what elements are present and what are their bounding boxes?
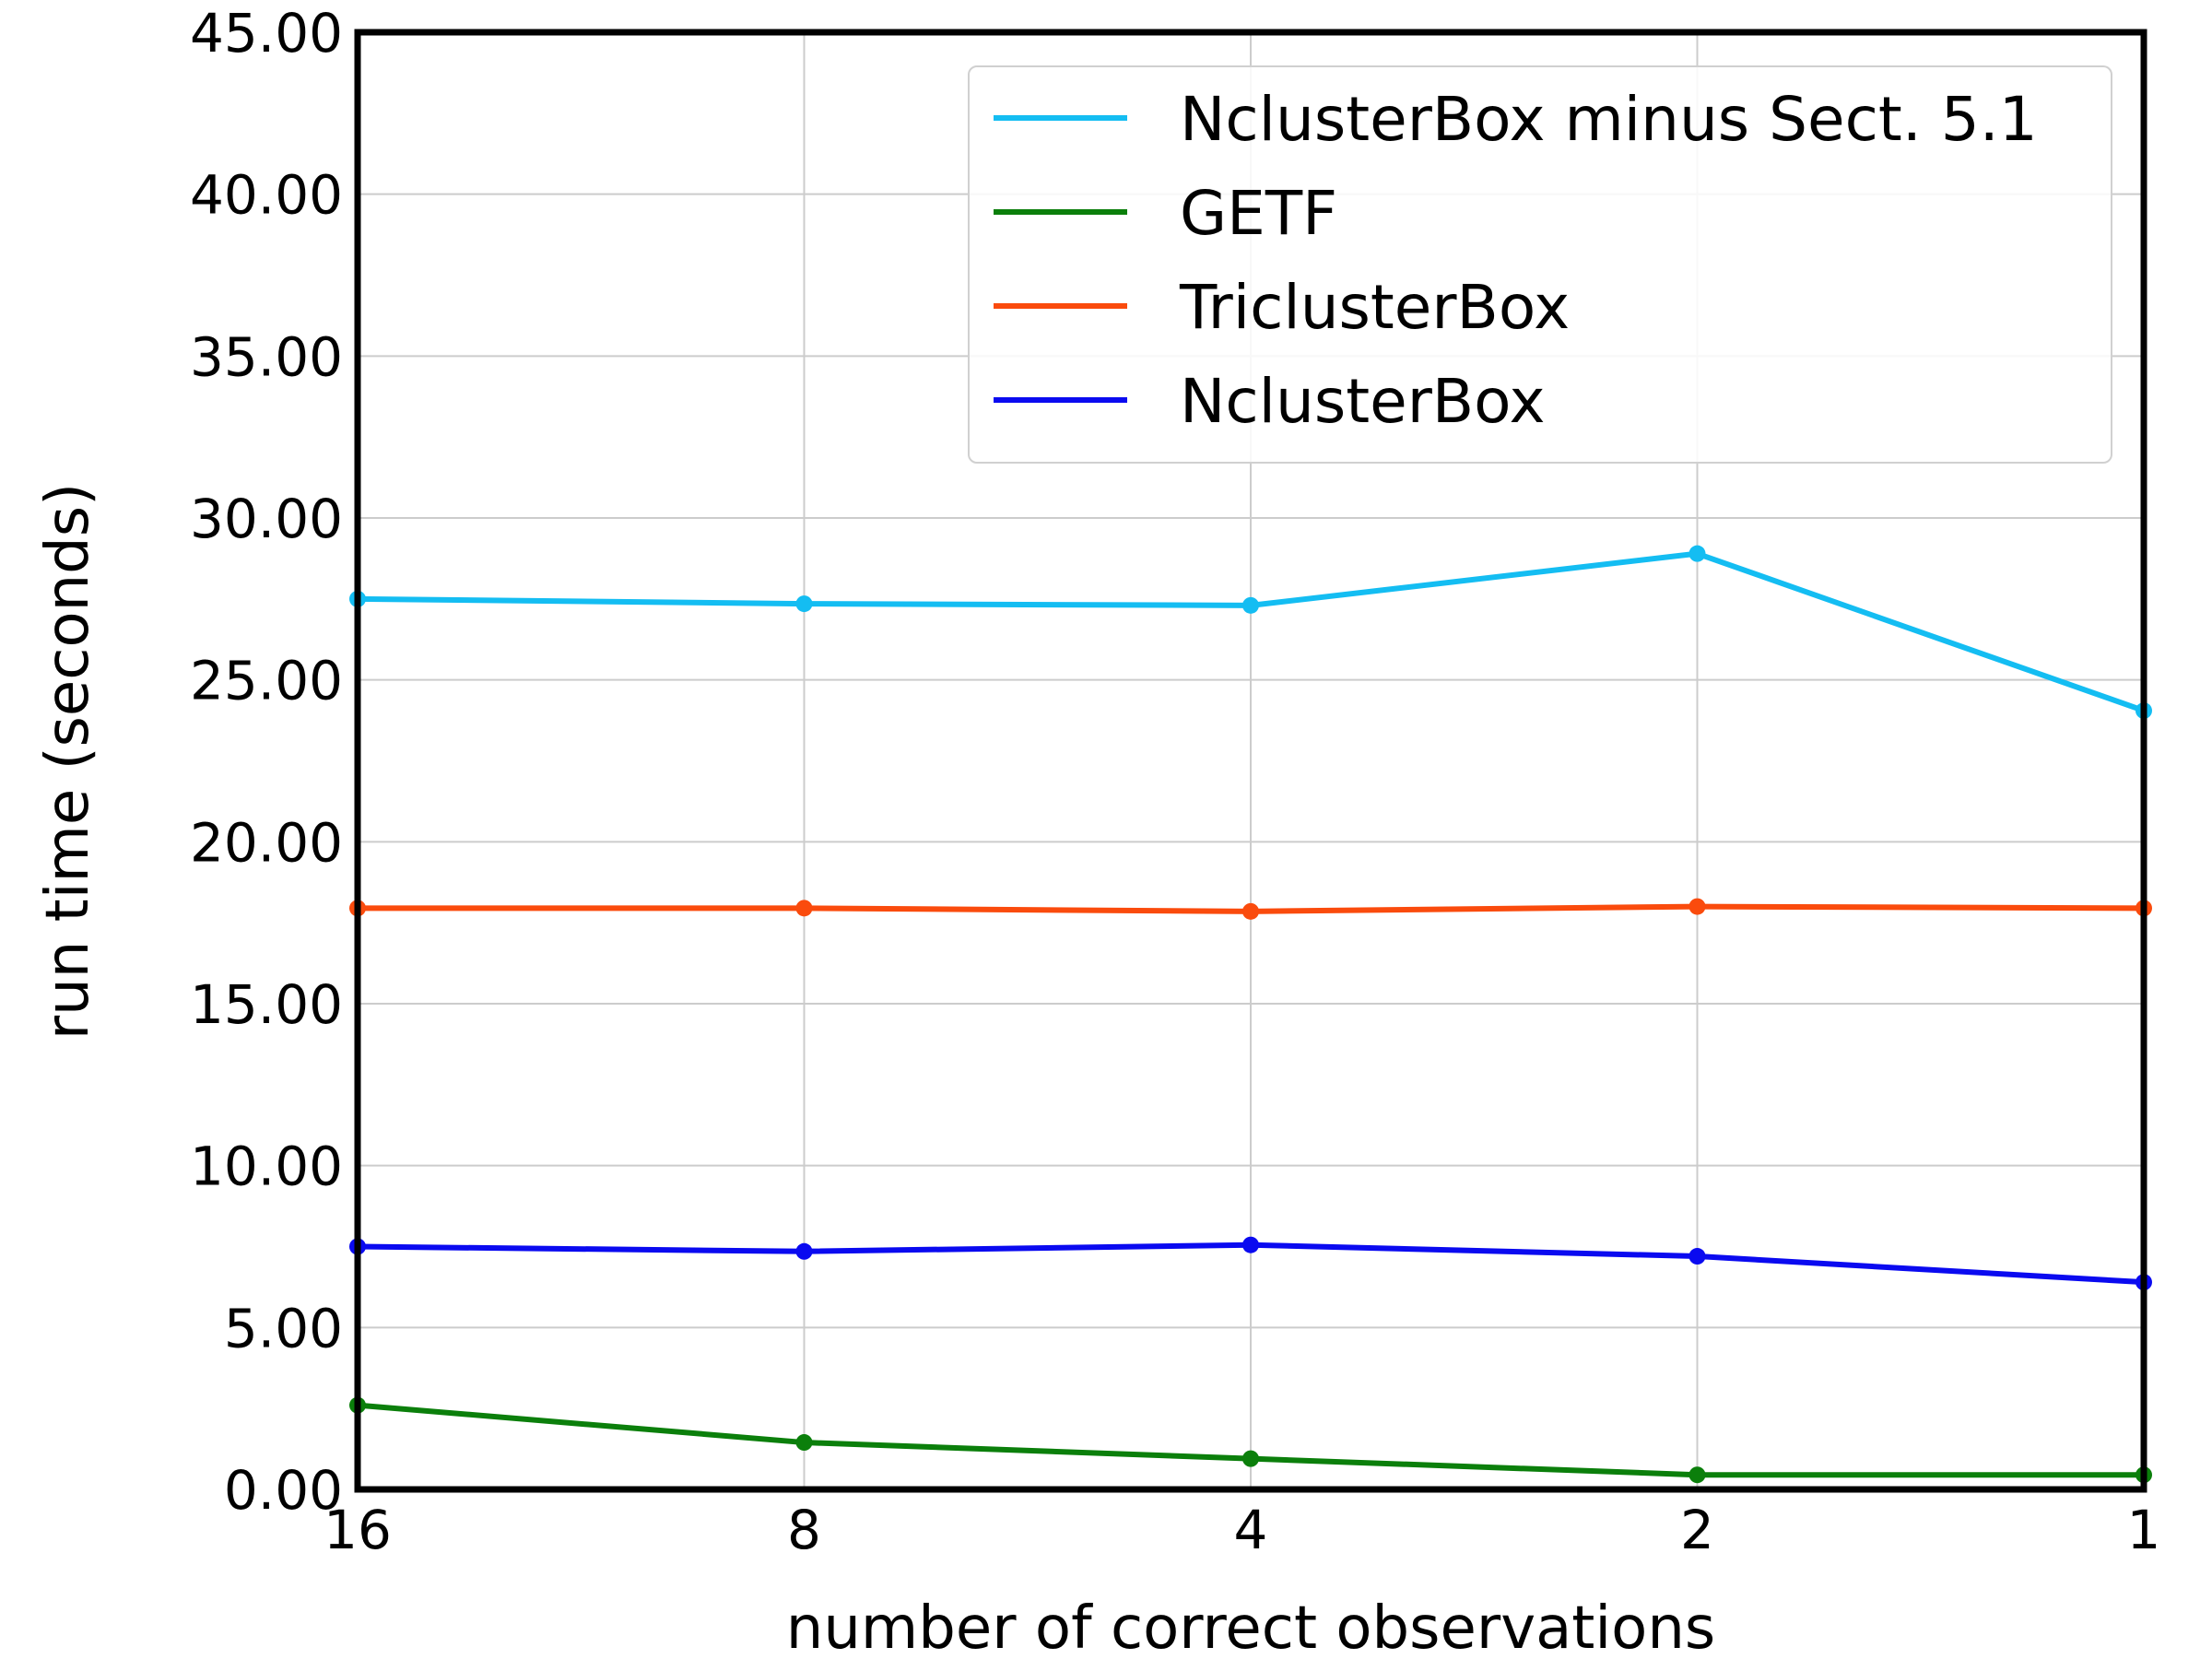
x-tick-label: 2: [1680, 1499, 1714, 1561]
y-tick-label: 5.00: [224, 1297, 343, 1359]
y-tick-label: 35.00: [190, 325, 343, 388]
y-tick-label: 40.00: [190, 164, 343, 227]
data-point: [1688, 1248, 1706, 1265]
y-tick-label: 0.00: [224, 1459, 343, 1522]
legend: NclusterBox minus Sect. 5.1 GETF Tricluste…: [968, 65, 2112, 464]
legend-label: GETF: [1180, 178, 1337, 249]
series: [349, 1396, 2152, 1484]
y-tick-label: 30.00: [190, 488, 343, 550]
legend-label: TriclusterBox: [1179, 272, 1570, 343]
data-point: [1688, 545, 1706, 562]
y-tick-label: 20.00: [190, 811, 343, 874]
y-tick-label: 25.00: [190, 650, 343, 712]
data-point: [1242, 902, 1259, 920]
series: [349, 1236, 2152, 1291]
x-tick-label: 8: [787, 1499, 821, 1561]
y-axis-label: run time (seconds): [34, 483, 102, 1040]
data-point: [1242, 1236, 1259, 1253]
data-point: [1242, 596, 1259, 614]
y-tick-label: 45.00: [190, 2, 343, 65]
y-tick-labels: 0.00 5.00 10.00 15.00 20.00 25.00 30.00 35.00 40…: [190, 2, 343, 1522]
data-point: [795, 595, 813, 613]
x-axis-label: number of correct observations: [786, 1594, 1715, 1659]
data-point: [795, 1434, 813, 1452]
data-point: [795, 1242, 813, 1260]
data-point: [1688, 1466, 1706, 1484]
y-tick-label: 10.00: [190, 1135, 343, 1198]
legend-label: NclusterBox minus Sect. 5.1: [1180, 84, 2038, 155]
plot-frame: [354, 29, 2147, 1493]
x-tick-label: 16: [324, 1499, 392, 1561]
data-point: [1242, 1450, 1259, 1467]
legend-box: [968, 65, 2112, 464]
data-point: [1688, 898, 1706, 915]
x-tick-label: 1: [2127, 1499, 2161, 1561]
x-tick-labels: 16 8 4 2 1: [324, 1499, 2160, 1561]
series: [349, 898, 2152, 920]
x-tick-label: 4: [1234, 1499, 1268, 1561]
y-tick-label: 15.00: [190, 973, 343, 1036]
legend-label: NclusterBox: [1180, 366, 1546, 437]
data-point: [795, 900, 813, 917]
